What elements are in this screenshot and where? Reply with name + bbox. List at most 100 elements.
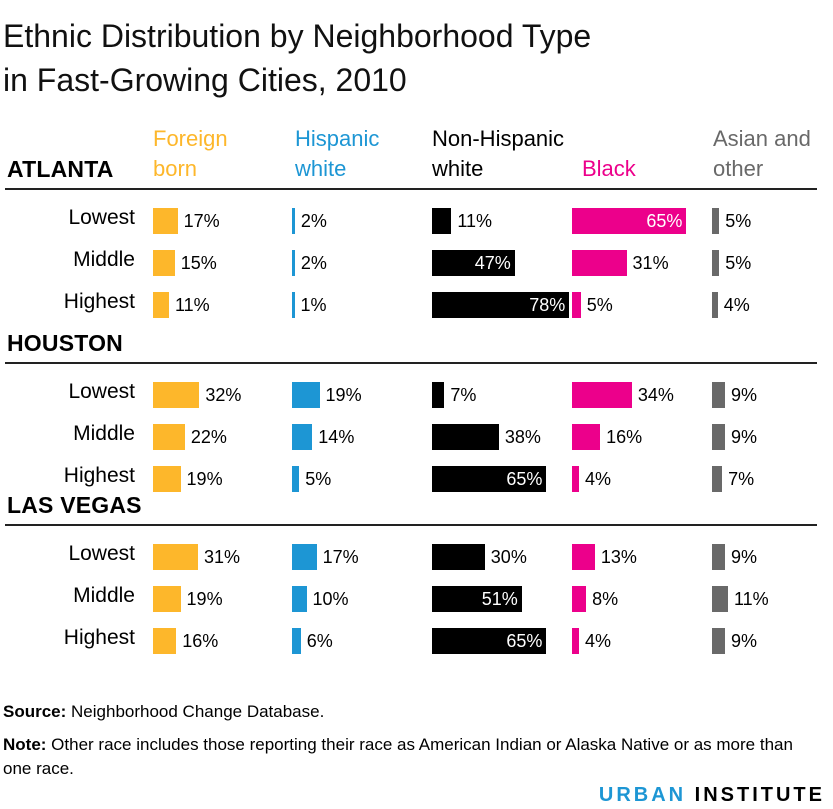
row-label-las-vegas-highest: Highest — [63, 626, 135, 649]
bar-atlanta-highest-asian — [712, 292, 718, 318]
value-houston-highest-white: 65% — [506, 469, 543, 489]
value-atlanta-highest-hispanic: 1% — [300, 295, 327, 315]
row-label-atlanta-lowest: Lowest — [68, 206, 135, 229]
value-atlanta-middle-black: 31% — [632, 253, 669, 273]
row-label-houston-lowest: Lowest — [68, 380, 135, 403]
value-houston-lowest-asian: 9% — [731, 385, 758, 405]
bar-atlanta-lowest-foreign — [153, 208, 178, 234]
bar-houston-highest-black — [572, 466, 580, 492]
bar-houston-middle-foreign — [153, 424, 185, 450]
bar-las-vegas-middle-hispanic — [292, 586, 307, 612]
bar-houston-highest-hispanic — [292, 466, 300, 492]
header-asian-other: Asian and other — [713, 124, 811, 184]
bar-atlanta-lowest-black — [572, 208, 687, 234]
value-houston-lowest-black: 34% — [637, 385, 674, 405]
value-las-vegas-highest-black: 4% — [585, 631, 612, 651]
value-las-vegas-middle-asian: 11% — [733, 589, 769, 609]
value-houston-middle-black: 16% — [606, 427, 643, 447]
header-hispanic-line-1: Hispanic — [295, 126, 380, 151]
note-label: Note: — [3, 735, 47, 754]
header-white: white — [432, 154, 483, 184]
value-houston-highest-black: 4% — [585, 469, 612, 489]
value-atlanta-lowest-foreign: 17% — [183, 211, 220, 231]
bar-las-vegas-highest-asian — [712, 628, 726, 654]
row-label-atlanta-middle: Middle — [73, 248, 135, 271]
bar-atlanta-middle-asian — [712, 250, 720, 276]
source-text: Neighborhood Change Database. — [66, 702, 325, 721]
value-las-vegas-lowest-black: 13% — [600, 547, 637, 567]
bar-las-vegas-middle-asian — [712, 586, 728, 612]
title-line-2: in Fast-Growing Cities, 2010 — [3, 62, 407, 98]
bar-las-vegas-lowest-foreign — [153, 544, 198, 570]
value-houston-middle-hispanic: 14% — [318, 427, 355, 447]
value-atlanta-highest-black: 5% — [586, 295, 613, 315]
value-las-vegas-lowest-foreign: 31% — [203, 547, 240, 567]
value-houston-middle-white: 38% — [504, 427, 541, 447]
bar-houston-highest-asian — [712, 466, 723, 492]
bar-houston-highest-white — [432, 466, 547, 492]
header-foreign-line-2: born — [153, 156, 198, 181]
value-las-vegas-highest-foreign: 16% — [182, 631, 219, 651]
bar-atlanta-lowest-hispanic — [292, 208, 295, 234]
value-atlanta-highest-foreign: 11% — [174, 295, 210, 315]
row-label-houston-middle: Middle — [73, 422, 135, 445]
header-white-line: white — [432, 156, 484, 181]
bar-las-vegas-middle-white — [432, 586, 522, 612]
header-hispanic-line-2: white — [295, 156, 347, 181]
value-atlanta-lowest-hispanic: 2% — [300, 211, 327, 231]
value-houston-highest-asian: 7% — [728, 469, 755, 489]
urban-institute-logo: URBAN INSTITUTE — [599, 784, 825, 807]
row-label-atlanta-highest: Highest — [63, 290, 135, 313]
bar-atlanta-middle-black — [572, 250, 627, 276]
value-atlanta-lowest-asian: 5% — [725, 211, 752, 231]
value-houston-lowest-hispanic: 19% — [325, 385, 362, 405]
value-las-vegas-lowest-hispanic: 17% — [322, 547, 359, 567]
note-text: Other race includes those reporting thei… — [3, 735, 793, 778]
bar-las-vegas-highest-white — [432, 628, 547, 654]
header-foreign-born: Foreign born — [153, 124, 228, 184]
value-atlanta-lowest-white: 11% — [457, 211, 493, 231]
value-las-vegas-middle-white: 51% — [481, 589, 518, 609]
value-atlanta-middle-foreign: 15% — [180, 253, 217, 273]
value-las-vegas-lowest-white: 30% — [490, 547, 527, 567]
city-heading-las-vegas: LAS VEGAS — [7, 492, 142, 518]
footnote: Note: Other race includes those reportin… — [3, 733, 823, 781]
bar-houston-lowest-hispanic — [292, 382, 320, 408]
row-label-houston-highest: Highest — [63, 464, 135, 487]
divider-las-vegas — [5, 524, 817, 526]
value-atlanta-middle-white: 47% — [474, 253, 511, 273]
bar-houston-lowest-asian — [712, 382, 726, 408]
value-houston-middle-asian: 9% — [731, 427, 758, 447]
city-heading-houston: HOUSTON — [7, 330, 123, 356]
title-line-1: Ethnic Distribution by Neighborhood Type — [3, 18, 592, 54]
source-note: Source: Neighborhood Change Database. — [3, 700, 823, 724]
bar-las-vegas-middle-foreign — [153, 586, 181, 612]
value-houston-lowest-white: 7% — [450, 385, 477, 405]
bar-atlanta-lowest-asian — [712, 208, 720, 234]
value-atlanta-highest-white: 78% — [529, 295, 566, 315]
row-label-las-vegas-lowest: Lowest — [68, 542, 135, 565]
city-heading-atlanta: ATLANTA — [7, 156, 114, 182]
bar-las-vegas-lowest-asian — [712, 544, 726, 570]
bar-atlanta-middle-white — [432, 250, 515, 276]
divider-houston — [5, 362, 817, 364]
value-atlanta-middle-hispanic: 2% — [300, 253, 327, 273]
bar-las-vegas-lowest-hispanic — [292, 544, 317, 570]
value-las-vegas-highest-hispanic: 6% — [306, 631, 333, 651]
header-non-hispanic: Non-Hispanic — [432, 124, 564, 154]
value-las-vegas-middle-hispanic: 10% — [312, 589, 349, 609]
bar-atlanta-highest-foreign — [153, 292, 169, 318]
value-atlanta-lowest-black: 65% — [646, 211, 683, 231]
value-las-vegas-middle-foreign: 19% — [186, 589, 223, 609]
bar-las-vegas-middle-black — [572, 586, 587, 612]
bar-atlanta-highest-black — [572, 292, 581, 318]
bar-houston-middle-asian — [712, 424, 726, 450]
header-foreign-line-1: Foreign — [153, 126, 228, 151]
chart-title: Ethnic Distribution by Neighborhood Type… — [3, 14, 823, 102]
bar-las-vegas-lowest-black — [572, 544, 595, 570]
header-black-line: Black — [582, 156, 636, 181]
header-nonhispanic-line: Non-Hispanic — [432, 126, 565, 151]
bar-houston-middle-black — [572, 424, 601, 450]
header-asian-line-2: other — [713, 156, 764, 181]
value-las-vegas-middle-black: 8% — [592, 589, 619, 609]
